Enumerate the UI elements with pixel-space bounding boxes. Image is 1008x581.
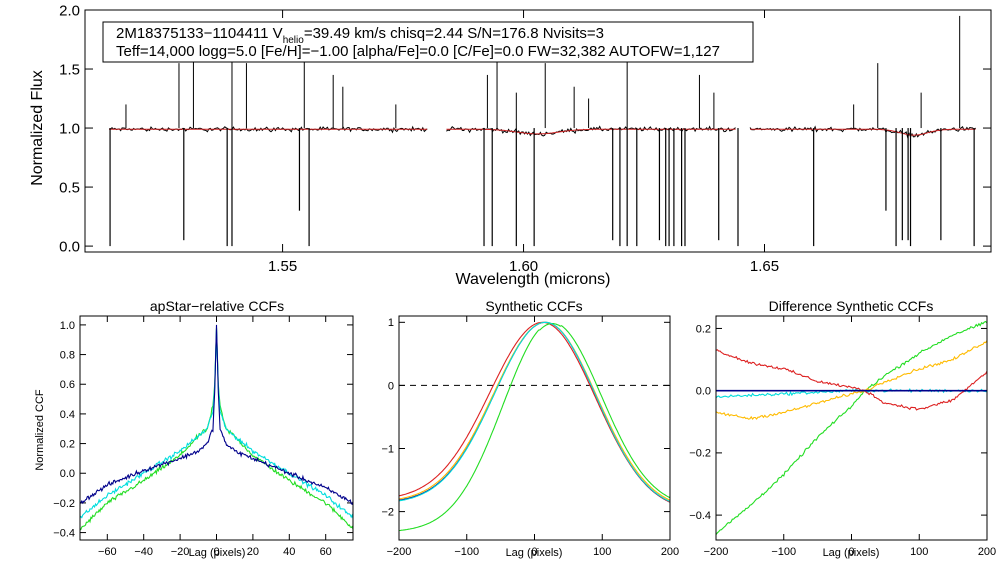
ccf2-xtick-label: −200 bbox=[387, 546, 412, 558]
spectrum-observed-chip-3 bbox=[749, 125, 976, 139]
ccf2-ytick-label: −2 bbox=[381, 506, 394, 518]
ccf3-plot-area: −200 −100 0 100 200 −0.4 −0.2 0.0 0.2 bbox=[689, 316, 996, 558]
ccf3-xtick-label: 0 bbox=[848, 546, 854, 558]
ccf1-xlabel: Lag (pixels) bbox=[189, 547, 246, 559]
ccf-panel-difference: Difference Synthetic CCFs Lag (pixels) −… bbox=[689, 298, 996, 559]
spectrum-xlabel: Wavelength (microns) bbox=[455, 271, 610, 288]
ccf1-xtick-label: −60 bbox=[98, 546, 117, 558]
ccf-panel-apstar: apStar−relative CCFs Normalized CCF Lag … bbox=[34, 298, 354, 559]
ccf1-xtick-label: 40 bbox=[283, 546, 295, 558]
ccf3-series-visit-4 bbox=[715, 320, 988, 536]
ccf3-xtick-label: 200 bbox=[978, 546, 996, 558]
ccf2-plot-area: −200 −100 0 100 200 −2 −1 0 1 bbox=[381, 316, 679, 558]
ccf1-ytick-label: 0.6 bbox=[60, 379, 75, 391]
ccf1-xtick-label: −40 bbox=[134, 546, 153, 558]
ccf3-xlabel: Lag (pixels) bbox=[823, 547, 880, 559]
ccf3-title: Difference Synthetic CCFs bbox=[769, 298, 934, 314]
ccf1-series-visit-1 bbox=[79, 324, 354, 506]
spectrum-ylabel: Normalized Flux bbox=[29, 70, 46, 186]
ccf1-frame bbox=[79, 315, 354, 541]
ccf2-ytick-label: −1 bbox=[381, 443, 394, 455]
spectrum-xtick-label: 1.55 bbox=[268, 258, 297, 275]
legend-star-id: 2M18375133−1104411 V bbox=[116, 25, 283, 42]
spectrum-xtick-label: 1.65 bbox=[750, 258, 779, 275]
spectrum-plot-area: 1.55 1.60 1.65 0.0 0.5 1.0 1.5 2.0 bbox=[59, 2, 991, 275]
spectrum-ytick-label: 0.0 bbox=[59, 238, 80, 255]
spectrum-observed-chip-2 bbox=[446, 125, 736, 137]
ccf2-series-visit-5 bbox=[398, 321, 671, 503]
ccf3-ytick-label: −0.2 bbox=[689, 448, 711, 460]
ccf1-title: apStar−relative CCFs bbox=[150, 298, 284, 314]
ccf2-xtick-label: 200 bbox=[661, 546, 679, 558]
legend-line-2: Teff=14,000 logg=5.0 [Fe/H]=−1.00 [alpha… bbox=[116, 43, 720, 60]
ccf2-frame bbox=[398, 315, 671, 541]
ccf2-series-visit-1 bbox=[398, 321, 671, 503]
ccf3-series-visit-3 bbox=[715, 340, 988, 421]
ccf2-xtick-label: 100 bbox=[593, 546, 611, 558]
ccf1-ytick-label: 0.0 bbox=[60, 468, 75, 480]
spectrum-frame bbox=[84, 9, 992, 253]
ccf1-xtick-label: 0 bbox=[213, 546, 219, 558]
ccf2-ytick-label: 0 bbox=[388, 380, 394, 392]
ccf3-xtick-label: −200 bbox=[704, 546, 729, 558]
ccf3-ytick-label: 0.0 bbox=[696, 386, 711, 398]
ccf2-title: Synthetic CCFs bbox=[485, 298, 582, 314]
spectrum-ytick-label: 1.0 bbox=[59, 120, 80, 137]
ccf2-series-visit-2 bbox=[398, 321, 671, 503]
legend-stats: =39.49 km/s chisq=2.44 S/N=176.8 Nvisits… bbox=[304, 25, 604, 42]
ccf3-frame bbox=[715, 315, 988, 541]
ccf1-series-visit-3 bbox=[79, 329, 354, 519]
ccf1-ytick-label: 0.8 bbox=[60, 349, 75, 361]
ccf1-ytick-label: 0.4 bbox=[60, 409, 75, 421]
spectrum-ytick-label: 0.5 bbox=[59, 179, 80, 196]
spectrum-ytick-label: 2.0 bbox=[59, 2, 80, 19]
ccf2-series-visit-4 bbox=[398, 323, 671, 532]
spectrum-xtick-label: 1.60 bbox=[509, 258, 538, 275]
ccf1-series-visit-2 bbox=[79, 327, 354, 531]
ccf2-xlabel: Lag (pixels) bbox=[506, 547, 563, 559]
legend-line-1: 2M18375133−1104411 Vhelio=39.49 km/s chi… bbox=[116, 25, 604, 46]
ccf3-xtick-label: −100 bbox=[771, 546, 796, 558]
ccf-panel-synthetic: Synthetic CCFs Lag (pixels) −200 −100 0 100… bbox=[381, 298, 679, 559]
ccf2-ytick-label: 1 bbox=[388, 317, 394, 329]
spectrum-legend-box: 2M18375133−1104411 Vhelio=39.49 km/s chi… bbox=[102, 21, 754, 63]
ccf2-xtick-label: 0 bbox=[531, 546, 537, 558]
ccf2-xtick-label: −100 bbox=[454, 546, 479, 558]
ccf3-series-visit-2 bbox=[715, 349, 988, 411]
ccf1-ylabel: Normalized CCF bbox=[34, 389, 46, 471]
ccf1-ytick-label: 1.0 bbox=[60, 320, 75, 332]
ccf1-xtick-label: 20 bbox=[247, 546, 259, 558]
ccf1-ytick-label: −0.2 bbox=[53, 498, 75, 510]
ccf3-ytick-label: −0.4 bbox=[689, 510, 711, 522]
ccf3-ytick-label: 0.2 bbox=[696, 323, 711, 335]
spectrum-panel: Normalized Flux Wavelength (microns) 1.5… bbox=[29, 2, 992, 288]
ccf1-xtick-label: 60 bbox=[320, 546, 332, 558]
spectrum-ytick-label: 1.5 bbox=[59, 61, 80, 78]
legend-vhelio-sub: helio bbox=[283, 35, 305, 46]
spectrum-model-chip-3 bbox=[750, 128, 976, 136]
ccf1-ytick-label: −0.4 bbox=[53, 527, 75, 539]
ccf1-plot-area: −60 −40 −20 0 20 40 60 −0.4 −0.2 0.0 0.2 0.4 0.6 0.8 1… bbox=[53, 316, 354, 558]
ccf3-xtick-label: 100 bbox=[910, 546, 928, 558]
ccf1-xtick-label: −20 bbox=[171, 546, 190, 558]
spectrum-model-chip-2 bbox=[446, 128, 736, 135]
ccf1-ytick-label: 0.2 bbox=[60, 438, 75, 450]
